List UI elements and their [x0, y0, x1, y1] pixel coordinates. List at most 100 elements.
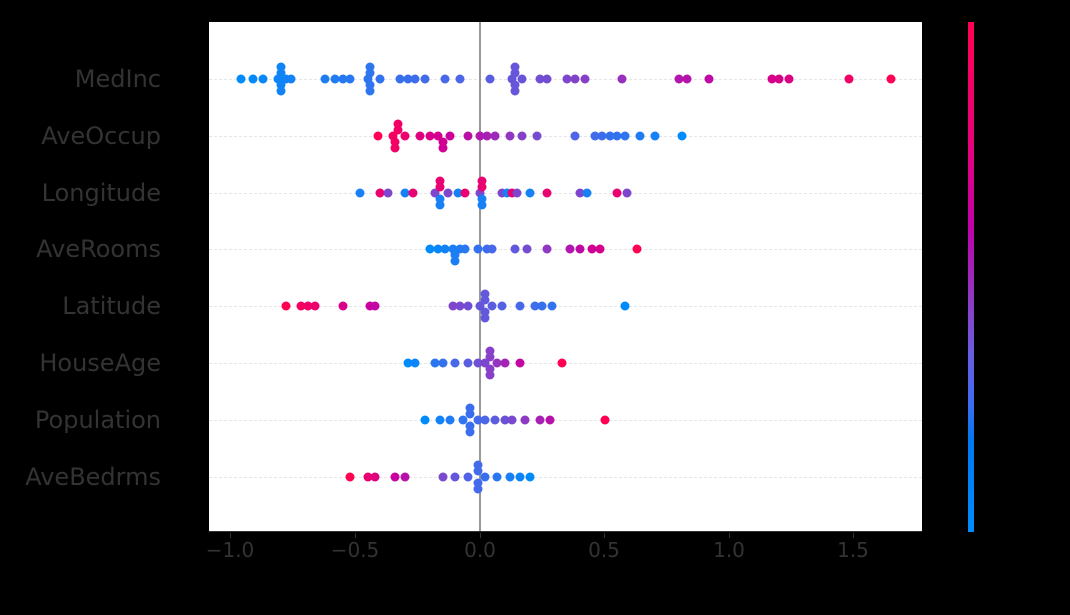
shap-point: [515, 358, 525, 368]
shap-point: [383, 188, 393, 198]
feature-gridline: [209, 136, 922, 137]
shap-point: [281, 301, 291, 311]
shap-point: [480, 415, 490, 425]
shap-point: [674, 74, 684, 84]
x-tick-label: 1.0: [713, 538, 745, 562]
shap-point: [570, 131, 580, 141]
shap-point: [408, 188, 418, 198]
shap-point: [370, 472, 380, 482]
shap-point: [236, 74, 246, 84]
shap-point: [482, 244, 492, 254]
shap-point: [844, 74, 854, 84]
shap-point: [487, 244, 497, 254]
x-tick-label: 0.5: [588, 538, 620, 562]
shap-point: [525, 188, 535, 198]
shap-point: [612, 188, 622, 198]
shap-point: [767, 74, 777, 84]
shap-point: [375, 74, 385, 84]
plot-area: [209, 22, 922, 532]
shap-point: [500, 358, 510, 368]
feature-value-colorbar: [968, 22, 974, 532]
shap-point: [650, 131, 659, 141]
shap-point: [433, 131, 443, 141]
shap-point: [575, 244, 585, 254]
shap-point: [525, 472, 535, 482]
feature-label: AveBedrms: [25, 463, 161, 491]
shap-point: [425, 244, 435, 254]
shap-point: [485, 346, 495, 356]
x-tick: [604, 533, 605, 538]
shap-point: [445, 131, 455, 141]
shap-point: [537, 301, 547, 311]
shap-point: [345, 472, 355, 482]
x-tick-label: 1.5: [837, 538, 869, 562]
shap-point: [492, 472, 502, 482]
shap-point: [505, 472, 515, 482]
shap-point: [575, 188, 585, 198]
shap-point: [448, 301, 458, 311]
shap-point: [273, 74, 283, 84]
shap-point: [248, 74, 258, 84]
shap-point: [425, 131, 435, 141]
shap-point: [365, 86, 375, 96]
shap-point: [435, 415, 445, 425]
shap-point: [620, 301, 630, 311]
shap-point: [473, 460, 482, 470]
shap-point: [475, 188, 485, 198]
shap-point: [510, 68, 520, 78]
shap-point: [497, 188, 507, 198]
x-axis-spine: [209, 531, 922, 532]
shap-point: [595, 244, 605, 254]
shap-point: [475, 131, 485, 141]
x-tick: [355, 533, 356, 538]
feature-label: AveOccup: [41, 122, 161, 150]
shap-point: [365, 62, 375, 72]
shap-point: [435, 200, 445, 210]
shap-point: [473, 484, 482, 494]
shap-point: [445, 415, 455, 425]
shap-point: [510, 86, 520, 96]
shap-point: [635, 131, 645, 141]
shap-point: [465, 421, 475, 431]
shap-point: [473, 415, 482, 425]
shap-point: [455, 74, 465, 84]
shap-point: [507, 188, 517, 198]
shap-point: [485, 364, 495, 374]
shap-point: [465, 403, 475, 413]
shap-point: [473, 478, 482, 488]
shap-point: [438, 143, 448, 153]
shap-point: [443, 188, 453, 198]
shap-point: [477, 182, 487, 192]
shap-point: [512, 188, 522, 198]
shap-point: [450, 472, 460, 482]
shap-point: [517, 74, 527, 84]
x-tick-label: 0.0: [464, 538, 496, 562]
shap-point: [438, 472, 448, 482]
feature-gridline: [209, 477, 922, 478]
feature-label: AveRooms: [36, 235, 161, 263]
shap-point: [497, 301, 507, 311]
feature-label: MedInc: [74, 65, 161, 93]
shap-point: [390, 143, 400, 153]
shap-point: [477, 200, 487, 210]
shap-point: [453, 188, 463, 198]
shap-point: [463, 301, 473, 311]
shap-point: [510, 80, 520, 90]
shap-point: [455, 244, 465, 254]
shap-point: [784, 74, 794, 84]
shap-point: [480, 358, 490, 368]
shap-point: [530, 301, 540, 311]
shap-point: [475, 301, 485, 311]
shap-point: [485, 352, 495, 362]
shap-point: [465, 427, 475, 437]
shap-point: [520, 415, 530, 425]
shap-point: [365, 68, 375, 78]
shap-point: [363, 74, 373, 84]
shap-point: [410, 74, 420, 84]
shap-point: [448, 244, 458, 254]
shap-point: [296, 301, 305, 311]
shap-point: [390, 137, 400, 147]
shap-point: [480, 295, 490, 305]
shap-point: [557, 358, 567, 368]
shap-point: [276, 68, 286, 78]
